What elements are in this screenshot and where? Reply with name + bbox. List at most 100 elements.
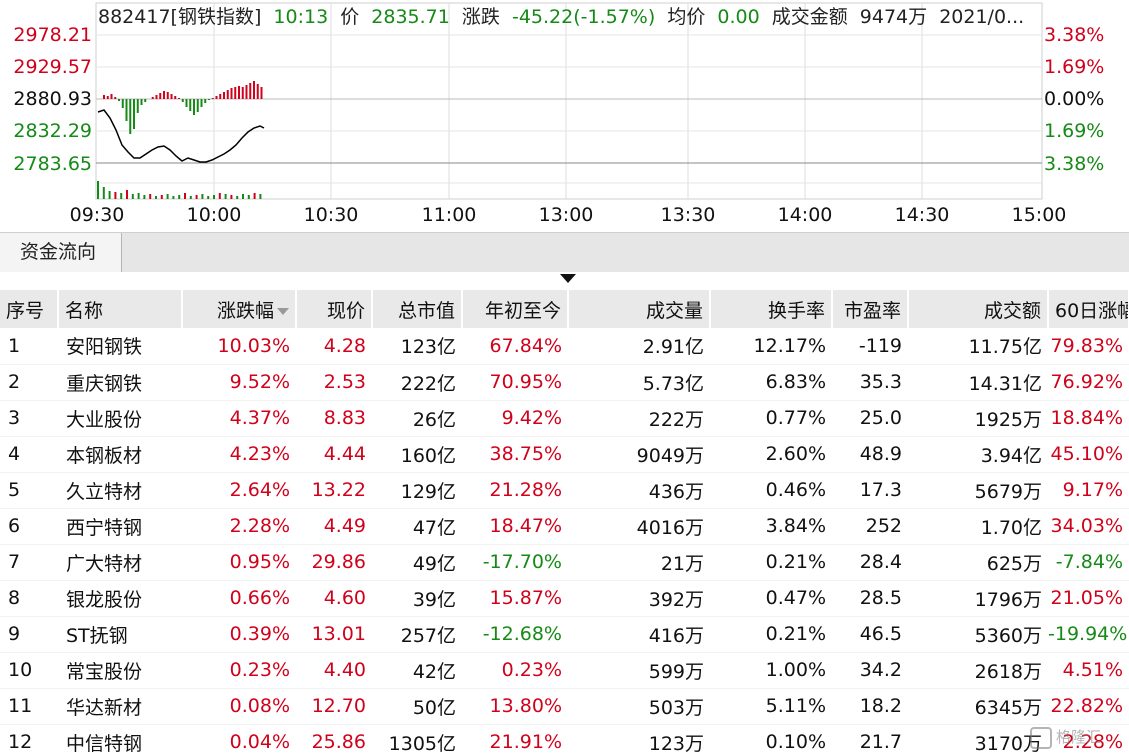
up-bar (223, 92, 225, 99)
cell-turnover-rate: 3.84% (710, 508, 832, 545)
up-bar (226, 90, 229, 99)
table-row[interactable]: 1 安阳钢铁 10.03% 4.28 123亿 67.84% 2.91亿 12.17% -119… (0, 328, 1129, 365)
up-bar (256, 84, 259, 99)
table-row[interactable]: 4 本钢板材 4.23% 4.44 160亿 38.75% 9049万 2.60% 48.9 3.… (0, 436, 1129, 473)
volume-bar (253, 193, 256, 199)
price-line (97, 109, 265, 163)
cell-pe: 252 (832, 508, 908, 545)
cell-pe: 28.4 (832, 544, 908, 581)
cell-ytd: -12.68% (462, 616, 568, 653)
time-axis-label: 10:30 (303, 204, 359, 226)
cell-pe: -119 (832, 328, 908, 365)
col-header-ytd[interactable]: 年初至今 (462, 290, 569, 328)
table-row[interactable]: 2 重庆钢铁 9.52% 2.53 222亿 70.95% 5.73亿 6.83% 35.3 14… (0, 364, 1129, 401)
table-row[interactable]: 8 银龙股份 0.66% 4.60 39亿 15.87% 392万 0.47% 28.5 1796… (0, 580, 1129, 617)
cell-volume: 4016万 (568, 508, 710, 545)
down-bar (136, 99, 139, 113)
volume-bar (236, 196, 239, 199)
cell-pe: 18.2 (832, 688, 908, 725)
volume-bar (155, 196, 157, 199)
cell-price: 8.83 (296, 400, 372, 437)
cell-volume: 416万 (568, 616, 710, 653)
up-bar (215, 96, 218, 99)
table-row[interactable]: 5 久立特材 2.64% 13.22 129亿 21.28% 436万 0.46% 17.3 56… (0, 472, 1129, 509)
table-row[interactable]: 9 ST抚钢 0.39% 13.01 257亿 -12.68% 416万 0.21% 46.5 5… (0, 616, 1129, 653)
cell-volume: 503万 (568, 688, 710, 725)
cell-pe: 21.7 (832, 724, 908, 756)
up-bar (260, 87, 263, 99)
cell-index: 1 (0, 328, 58, 365)
cell-turnover-rate: 5.11% (710, 688, 832, 725)
cell-name: 华达新材 (58, 688, 182, 725)
col-header-price[interactable]: 现价 (296, 290, 373, 328)
cell-price: 29.86 (296, 544, 372, 581)
right-axis-label: 1.69% (1044, 56, 1105, 78)
volume-bar (207, 196, 210, 199)
cell-60d-change: 2.28% (1048, 724, 1129, 756)
down-bar (129, 99, 132, 134)
cell-market-cap: 160亿 (372, 436, 462, 473)
table-row[interactable]: 7 广大特材 0.95% 29.86 49亿 -17.70% 21万 0.21% 28.4 625… (0, 544, 1129, 581)
cell-change-pct: 0.95% (182, 544, 296, 581)
cell-60d-change: -19.94% (1048, 616, 1129, 653)
price-label: 价 (340, 6, 360, 28)
cell-index: 12 (0, 724, 58, 756)
cell-change-pct: 4.23% (182, 436, 296, 473)
collapse-arrow-icon[interactable] (560, 274, 576, 283)
col-header-pe[interactable]: 市盈率 (832, 290, 909, 328)
table-row[interactable]: 12 中信特钢 0.04% 25.86 1305亿 21.91% 123万 0.10% 21.7… (0, 724, 1129, 756)
up-bar (230, 88, 233, 99)
col-header-market-cap[interactable]: 总市值 (372, 290, 463, 328)
cell-ytd: 18.47% (462, 508, 568, 545)
col-header-index[interactable]: 序号 (0, 290, 59, 328)
cell-index: 4 (0, 436, 58, 473)
right-axis-label: 0.00% (1044, 88, 1105, 110)
quote-date: 2021/0... (939, 6, 1025, 28)
down-bar (140, 99, 143, 105)
table-row[interactable]: 11 华达新材 0.08% 12.70 50亿 13.80% 503万 5.11% 18.2 63… (0, 688, 1129, 725)
intraday-chart[interactable]: 882417[钢铁指数] 10:13 价 2835.71 涨跌 -45.22(-… (0, 0, 1129, 232)
col-header-label: 涨跌幅 (216, 299, 274, 322)
table-row[interactable]: 6 西宁特钢 2.28% 4.49 47亿 18.47% 4016万 3.84% 252 1.70… (0, 508, 1129, 545)
col-header-volume[interactable]: 成交量 (568, 290, 711, 328)
cell-name: 大业股份 (58, 400, 182, 437)
cell-price: 4.40 (296, 652, 372, 689)
cell-market-cap: 49亿 (372, 544, 462, 581)
cell-change-pct: 4.37% (182, 400, 296, 437)
cell-turnover-rate: 0.47% (710, 580, 832, 617)
tab-fund-flow[interactable]: 资金流向 (0, 233, 122, 273)
down-bar (185, 99, 188, 107)
right-axis-label: 3.38% (1044, 24, 1105, 46)
time-axis-label: 10:00 (186, 204, 242, 226)
volume-bar (224, 194, 227, 199)
left-axis-label: 2783.65 (13, 153, 92, 175)
col-header-name[interactable]: 名称 (58, 290, 183, 328)
cell-turnover-rate: 1.00% (710, 652, 832, 689)
cell-60d-change: 18.84% (1048, 400, 1129, 437)
volume-bar (131, 194, 134, 199)
cell-volume: 599万 (568, 652, 710, 689)
time-axis-label: 13:30 (660, 204, 716, 226)
avg-value: 0.00 (717, 6, 760, 28)
quote-time: 10:13 (273, 6, 329, 28)
cell-index: 11 (0, 688, 58, 725)
cell-amount: 625万 (908, 544, 1048, 581)
cell-market-cap: 222亿 (372, 364, 462, 401)
up-bar (103, 95, 105, 99)
col-header-change-pct[interactable]: 涨跌幅 (182, 290, 297, 328)
col-header-amount[interactable]: 成交额 (908, 290, 1049, 328)
cell-price: 2.53 (296, 364, 372, 401)
table-row[interactable]: 10 常宝股份 0.23% 4.40 42亿 0.23% 599万 1.00% 34.2 2618… (0, 652, 1129, 689)
volume-bar (213, 195, 215, 199)
up-bar (110, 94, 113, 99)
cell-index: 10 (0, 652, 58, 689)
col-header-turnover-rate[interactable]: 换手率 (710, 290, 833, 328)
up-bar (163, 91, 165, 99)
time-axis-label: 15:00 (1011, 204, 1067, 226)
volume-bar (108, 191, 111, 199)
table-row[interactable]: 3 大业股份 4.37% 8.83 26亿 9.42% 222万 0.77% 25.0 1925万… (0, 400, 1129, 437)
cell-index: 9 (0, 616, 58, 653)
cell-turnover-rate: 0.21% (710, 616, 832, 653)
col-header-60d-change[interactable]: 60日涨幅 (1048, 290, 1129, 328)
up-bar (170, 94, 173, 99)
